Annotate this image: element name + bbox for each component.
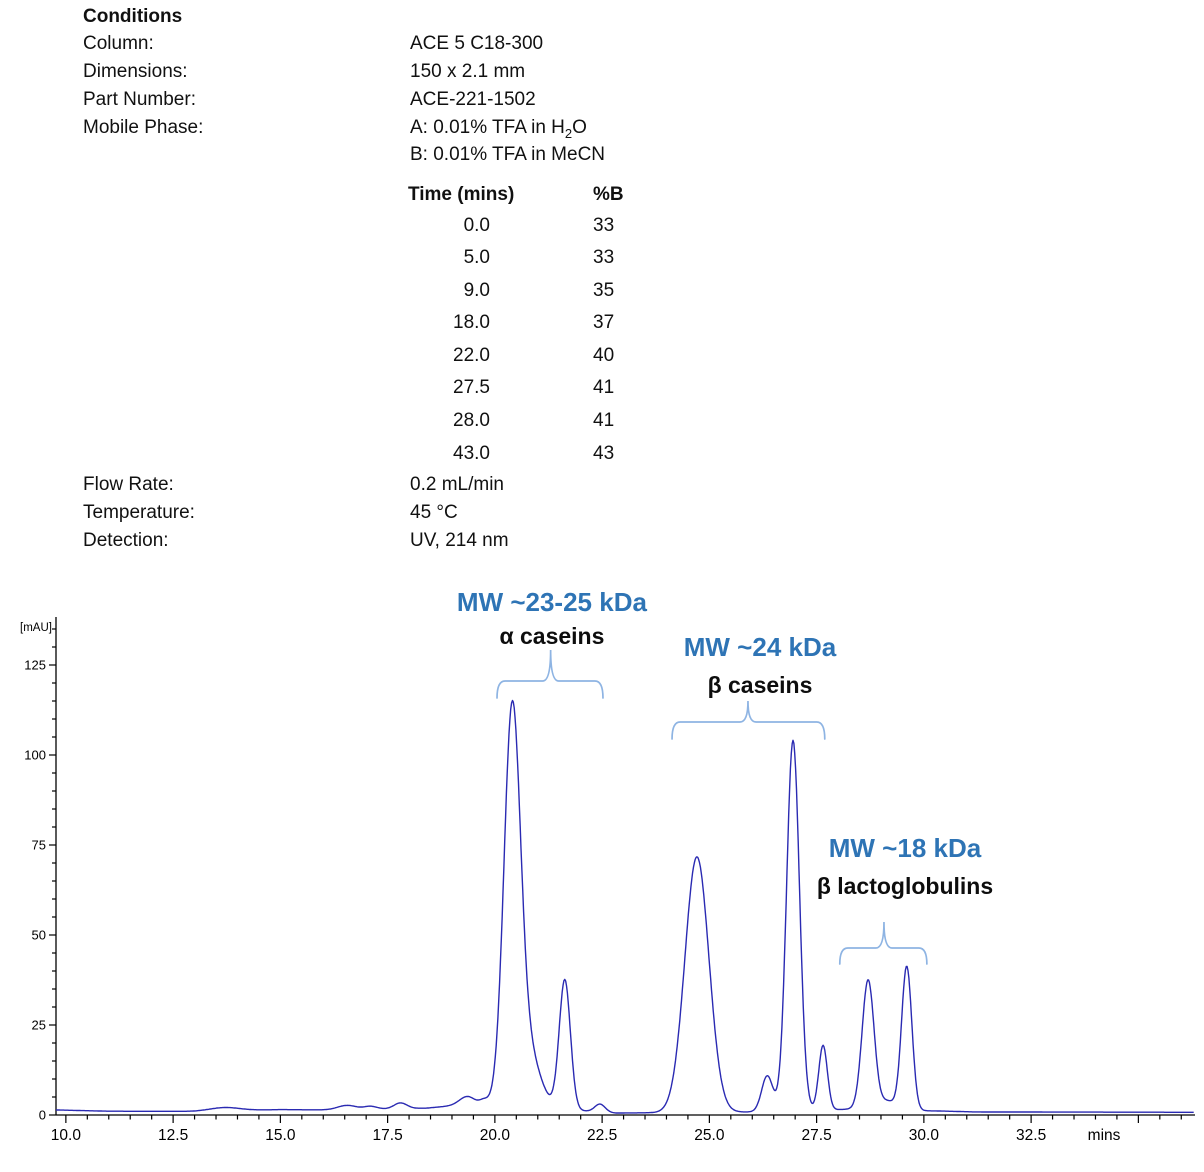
x-tick-label: 15.0 [265,1127,296,1144]
x-tick-label: 17.5 [373,1127,403,1144]
y-tick-label: 25 [32,1018,46,1033]
y-tick-label: 0 [39,1108,46,1123]
gradient-header-b: %B [593,184,624,205]
detection-label: Detection: [83,530,169,551]
mw-annotation-label: MW ~18 kDa [829,833,982,863]
peak-group-bracket [838,921,928,965]
chromatogram-area: 0 25 50 75 100 125 [mAU] 10.0 12.5 15.0 17.5 20.0 22… [0,587,1204,1167]
gradient-time: 22.0 [453,345,490,366]
part-number-label: Part Number: [83,89,196,110]
temperature-label: Temperature: [83,502,195,523]
flow-rate-value: 0.2 mL/min [410,474,504,495]
x-tick-label: 25.0 [694,1127,725,1144]
flow-rate-label: Flow Rate: [83,474,174,495]
gradient-time: 27.5 [453,377,490,398]
chromatogram-trace [56,699,1194,1114]
gradient-b: 41 [593,410,615,431]
gradient-time: 0.0 [463,215,490,236]
x-tick-label: 12.5 [158,1127,188,1144]
gradient-time: 5.0 [463,247,490,268]
gradient-b: 41 [593,377,615,398]
x-tick-label: 20.0 [480,1127,511,1144]
conditions-title: Conditions [83,6,183,27]
gradient-b: 33 [593,215,615,236]
peak-group-bracket [496,649,604,699]
y-tick-label: 75 [32,838,46,853]
chromatogram-plot: 0 25 50 75 100 125 [mAU] 10.0 12.5 15.0 17.5 20.0 22… [20,587,1195,1144]
mw-annotation-label: MW ~24 kDa [684,632,837,662]
y-tick-label: 100 [24,748,46,763]
peak-group-bracket [671,700,826,740]
peak-group-label: β caseins [708,672,813,698]
x-tick-label: 32.5 [1016,1127,1046,1144]
mobile-phase-b: B: 0.01% TFA in MeCN [410,144,606,165]
conditions-block: Conditions Column: ACE 5 C18-300 Dimensi… [83,6,624,551]
gradient-b: 33 [593,247,615,268]
gradient-b: 37 [593,312,615,333]
x-tick-label: 22.5 [587,1127,617,1144]
column-label: Column: [83,33,154,54]
temperature-value: 45 °C [410,502,458,523]
y-tick-label: 50 [32,928,46,943]
gradient-header-time: Time (mins) [408,184,515,205]
detection-value: UV, 214 nm [410,530,509,551]
x-tick-label: mins [1088,1127,1121,1144]
x-tick-label: 10.0 [51,1127,82,1144]
gradient-b: 40 [593,345,615,366]
gradient-time: 28.0 [453,410,490,431]
column-value: ACE 5 C18-300 [410,33,544,54]
mobile-phase-label: Mobile Phase: [83,117,204,138]
mw-annotation-label: MW ~23-25 kDa [457,592,648,617]
part-number-value: ACE-221-1502 [410,89,536,110]
peak-group-label: β lactoglobulins [817,873,993,899]
dimensions-value: 150 x 2.1 mm [410,61,526,82]
mobile-phase-a: A: 0.01% TFA in H2O [410,117,587,141]
peak-group-label: α caseins [499,623,604,649]
gradient-time: 43.0 [453,443,490,464]
gradient-time: 18.0 [453,312,490,333]
x-tick-label: 27.5 [802,1127,832,1144]
y-tick-label: 125 [24,658,46,673]
y-axis-unit-label: [mAU] [20,622,52,634]
gradient-b: 43 [593,443,615,464]
x-tick-label: 30.0 [909,1127,940,1144]
gradient-time: 9.0 [463,280,490,301]
dimensions-label: Dimensions: [83,61,188,82]
gradient-b: 35 [593,280,615,301]
